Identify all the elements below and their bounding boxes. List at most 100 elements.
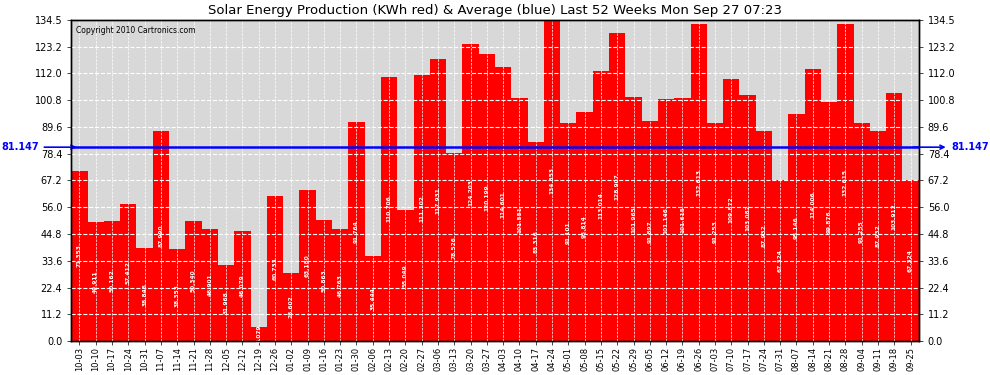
Bar [853, 123, 870, 341]
Bar [626, 98, 642, 341]
Bar [87, 222, 104, 341]
Text: 81.147: 81.147 [1, 142, 75, 152]
Text: 50.863: 50.863 [322, 269, 327, 292]
Bar [755, 131, 772, 341]
Text: 99.876: 99.876 [827, 210, 832, 233]
Text: 87.932: 87.932 [761, 225, 766, 248]
Text: 46.901: 46.901 [207, 274, 212, 296]
Text: 50.340: 50.340 [191, 270, 196, 292]
Text: 91.101: 91.101 [566, 221, 571, 243]
Bar [642, 122, 658, 341]
Text: 132.613: 132.613 [696, 169, 701, 196]
Text: 103.912: 103.912 [892, 204, 897, 230]
Text: 38.353: 38.353 [174, 284, 180, 307]
Bar [381, 76, 397, 341]
Text: 46.079: 46.079 [240, 274, 245, 297]
Text: 55.049: 55.049 [403, 264, 408, 286]
Text: 95.146: 95.146 [794, 216, 799, 239]
Text: 128.907: 128.907 [615, 174, 620, 200]
Text: 81.147: 81.147 [914, 142, 989, 152]
Bar [772, 180, 788, 341]
Bar [104, 221, 120, 341]
Text: 101.615: 101.615 [680, 206, 685, 233]
Text: 31.968: 31.968 [224, 291, 229, 314]
Text: 28.602: 28.602 [289, 296, 294, 318]
Bar [674, 98, 691, 341]
Text: 91.764: 91.764 [354, 220, 359, 243]
Bar [903, 180, 919, 341]
Text: 35.444: 35.444 [370, 287, 375, 310]
Bar [120, 204, 137, 341]
Bar [250, 327, 267, 341]
Text: 95.814: 95.814 [582, 215, 587, 238]
Bar [267, 196, 283, 341]
Bar [137, 248, 152, 341]
Text: 114.601: 114.601 [501, 191, 506, 217]
Text: 67.324: 67.324 [908, 249, 913, 272]
Text: 113.014: 113.014 [598, 193, 604, 219]
Bar [707, 123, 723, 341]
Text: 83.316: 83.316 [534, 230, 539, 253]
Text: 49.911: 49.911 [93, 270, 98, 293]
Bar [152, 131, 169, 341]
Text: 50.162: 50.162 [110, 270, 115, 292]
Bar [593, 71, 609, 341]
Text: 109.872: 109.872 [729, 196, 734, 223]
Text: 101.146: 101.146 [663, 207, 668, 234]
Bar [544, 20, 560, 341]
Bar [299, 190, 316, 341]
Text: 87.932: 87.932 [875, 225, 880, 248]
Bar [609, 33, 626, 341]
Text: 71.353: 71.353 [77, 244, 82, 267]
Text: 78.526: 78.526 [451, 236, 456, 259]
Bar [397, 210, 414, 341]
Text: 120.199: 120.199 [484, 184, 489, 211]
Text: 91.253: 91.253 [713, 220, 718, 243]
Bar [495, 67, 511, 341]
Text: 132.615: 132.615 [842, 169, 847, 196]
Bar [316, 219, 332, 341]
Bar [185, 221, 202, 341]
Bar [805, 69, 821, 341]
Bar [821, 102, 838, 341]
Bar [430, 59, 446, 341]
Text: 63.180: 63.180 [305, 254, 310, 277]
Bar [788, 114, 805, 341]
Bar [414, 75, 430, 341]
Text: 6.079: 6.079 [256, 324, 261, 343]
Text: 111.302: 111.302 [419, 195, 424, 222]
Text: 57.412: 57.412 [126, 261, 131, 284]
Text: 134.353: 134.353 [549, 167, 554, 194]
Bar [364, 256, 381, 341]
Text: 101.965: 101.965 [631, 206, 636, 232]
Text: 110.706: 110.706 [386, 195, 392, 222]
Bar [723, 78, 740, 341]
Text: 38.846: 38.846 [143, 283, 148, 306]
Text: 101.551: 101.551 [517, 206, 522, 233]
Bar [462, 44, 479, 341]
Bar [838, 24, 853, 341]
Bar [169, 249, 185, 341]
Bar [658, 99, 674, 341]
Bar [740, 95, 755, 341]
Bar [283, 273, 299, 341]
Text: Copyright 2010 Cartronics.com: Copyright 2010 Cartronics.com [75, 26, 195, 35]
Text: 46.763: 46.763 [338, 274, 343, 297]
Bar [576, 112, 593, 341]
Text: 91.255: 91.255 [859, 220, 864, 243]
Bar [202, 229, 218, 341]
Title: Solar Energy Production (KWh red) & Average (blue) Last 52 Weeks Mon Sep 27 07:2: Solar Energy Production (KWh red) & Aver… [208, 4, 782, 17]
Bar [886, 93, 903, 341]
Text: 87.990: 87.990 [158, 225, 163, 247]
Bar [528, 142, 544, 341]
Bar [235, 231, 250, 341]
Text: 114.006: 114.006 [810, 192, 816, 218]
Bar [446, 153, 462, 341]
Text: 103.082: 103.082 [745, 204, 750, 231]
Bar [560, 123, 576, 341]
Bar [511, 98, 528, 341]
Text: 117.931: 117.931 [436, 187, 441, 214]
Bar [71, 171, 87, 341]
Bar [479, 54, 495, 341]
Bar [870, 131, 886, 341]
